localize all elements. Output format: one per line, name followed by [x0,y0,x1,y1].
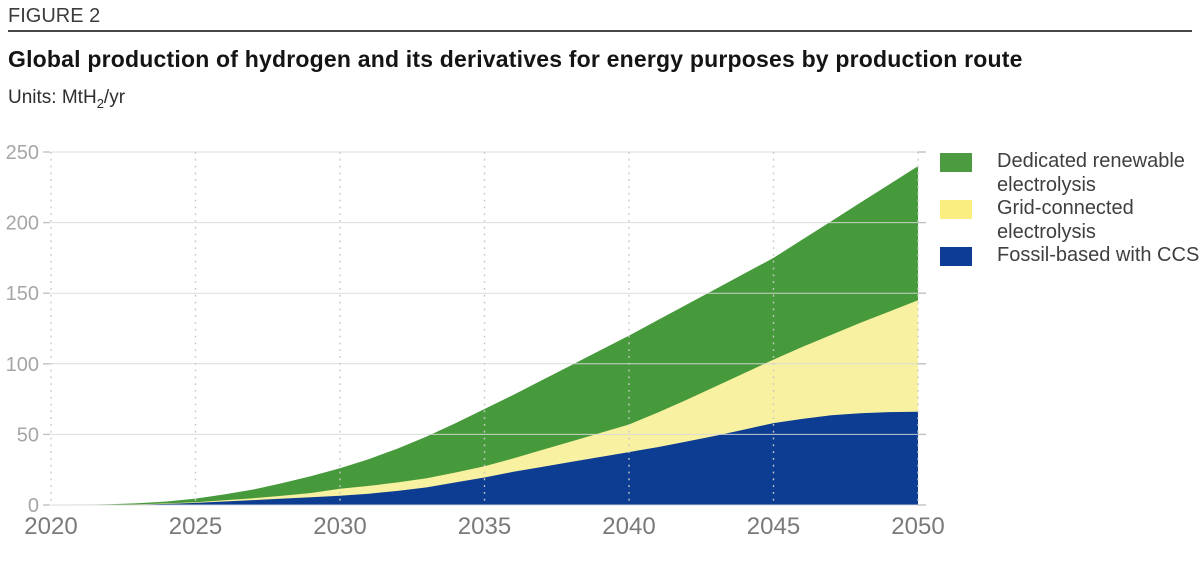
legend-item: Grid-connected electrolysis [940,197,1200,244]
y-tick-label-250: 250 [6,142,39,164]
y-tick-label-150: 150 [6,283,39,305]
legend-item: Fossil-based with CCS [940,244,1200,268]
chart-legend: Dedicated renewable electrolysis Grid-con… [940,150,1200,268]
x-tick-label-2030: 2030 [313,513,366,540]
chart-title: Global production of hydrogen and its de… [8,46,1023,72]
y-axis-labels: 0 50 100 150 200 250 [6,142,39,517]
legend-label: Fossil-based with CCS [997,244,1200,266]
x-tick-label-2040: 2040 [602,513,655,540]
units-suffix: /yr [103,87,126,108]
x-tick-label-2035: 2035 [458,513,511,540]
legend-label: Dedicated renewable electrolysis [997,150,1185,196]
legend-swatch-dedicated-renewable-electrolysis [940,153,972,172]
y-tick-label-0: 0 [28,495,39,517]
x-axis-labels: 2020 2025 2030 2035 2040 2045 2050 [24,513,944,540]
units-label: Units: MtH2/yr [8,87,125,111]
x-tick-label-2045: 2045 [747,513,800,540]
area-series-group [51,166,918,505]
figure-label: FIGURE 2 [8,5,101,27]
legend-swatch-grid-connected-electrolysis [940,200,972,219]
units-subscript: 2 [96,95,104,111]
y-tick-label-50: 50 [17,424,39,446]
y-tick-label-100: 100 [6,354,39,376]
axis-ticks [43,151,926,506]
area-fossil-based-with-ccs [51,411,918,505]
header-rule [8,30,1192,32]
units-text: Units: MtH [8,87,97,108]
legend-swatch-fossil-based-with-ccs [940,247,972,266]
legend-label: Grid-connected electrolysis [997,197,1134,243]
x-tick-label-2050: 2050 [891,513,944,540]
legend-item: Dedicated renewable electrolysis [940,150,1200,197]
dotted-vertical-lines [50,152,919,505]
x-tick-label-2020: 2020 [24,513,77,540]
x-tick-label-2025: 2025 [169,513,222,540]
y-tick-label-200: 200 [6,213,39,235]
